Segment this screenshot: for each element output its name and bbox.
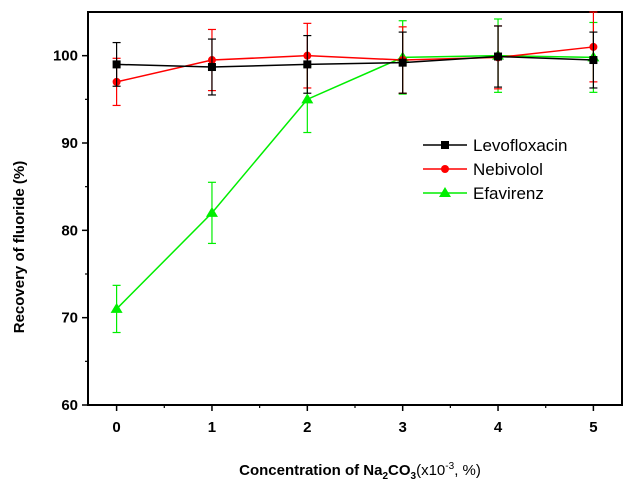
legend-label: Levofloxacin bbox=[473, 136, 568, 155]
series-line bbox=[116, 54, 594, 310]
x-axis-title-superscript: -3 bbox=[445, 461, 454, 472]
x-axis-title-part: CO bbox=[388, 462, 411, 479]
legend-marker bbox=[439, 187, 451, 197]
legend-item: Nebivolol bbox=[423, 160, 543, 179]
legend-label: Efavirenz bbox=[473, 184, 544, 203]
data-point bbox=[301, 93, 314, 104]
legend-label: Nebivolol bbox=[473, 160, 543, 179]
series-levofloxacin bbox=[112, 25, 598, 96]
series-layer bbox=[110, 11, 600, 334]
legend-marker bbox=[441, 165, 449, 173]
x-tick-label: 5 bbox=[589, 419, 597, 436]
x-axis-title-part: (x10 bbox=[416, 462, 445, 479]
series-nebivolol bbox=[112, 11, 598, 107]
data-point bbox=[494, 52, 503, 61]
plot-frame bbox=[87, 11, 623, 406]
y-axis-title: Recovery of fluoride (%) bbox=[11, 161, 28, 334]
x-tick-label: 1 bbox=[208, 419, 216, 436]
series-line bbox=[116, 55, 594, 68]
y-tick-label: 60 bbox=[61, 397, 78, 414]
series-line bbox=[116, 46, 594, 83]
y-tick-label: 90 bbox=[61, 135, 78, 152]
axes: 0 1 2 3 4 5 60 70 80 90 100 bbox=[53, 11, 623, 436]
data-point bbox=[112, 60, 121, 69]
data-point bbox=[205, 206, 218, 217]
x-tick-label: 0 bbox=[112, 419, 120, 436]
x-tick-label: 4 bbox=[494, 419, 503, 436]
x-tick-label: 2 bbox=[303, 419, 311, 436]
legend-marker bbox=[441, 141, 449, 149]
x-tick-label: 3 bbox=[399, 419, 407, 436]
data-point bbox=[207, 63, 216, 72]
legend-item: Efavirenz bbox=[423, 184, 544, 203]
legend-item: Levofloxacin bbox=[423, 136, 568, 155]
data-point bbox=[110, 302, 123, 313]
data-point bbox=[398, 58, 407, 67]
x-axis-title-subscript: 3 bbox=[411, 471, 417, 482]
y-tick-label: 100 bbox=[53, 48, 78, 65]
y-tick-label: 70 bbox=[61, 310, 78, 327]
y-tick-label: 80 bbox=[61, 222, 78, 239]
x-axis-title-part: , %) bbox=[454, 462, 481, 479]
legend: Levofloxacin Nebivolol Efavirenz bbox=[423, 136, 568, 203]
data-point bbox=[589, 56, 598, 65]
data-point bbox=[303, 60, 312, 69]
x-axis-title-subscript: 2 bbox=[382, 471, 388, 482]
x-axis-title: Concentration of Na2CO3(x10-3, %) bbox=[239, 461, 481, 482]
x-axis-title-part: Concentration of Na bbox=[239, 462, 383, 479]
